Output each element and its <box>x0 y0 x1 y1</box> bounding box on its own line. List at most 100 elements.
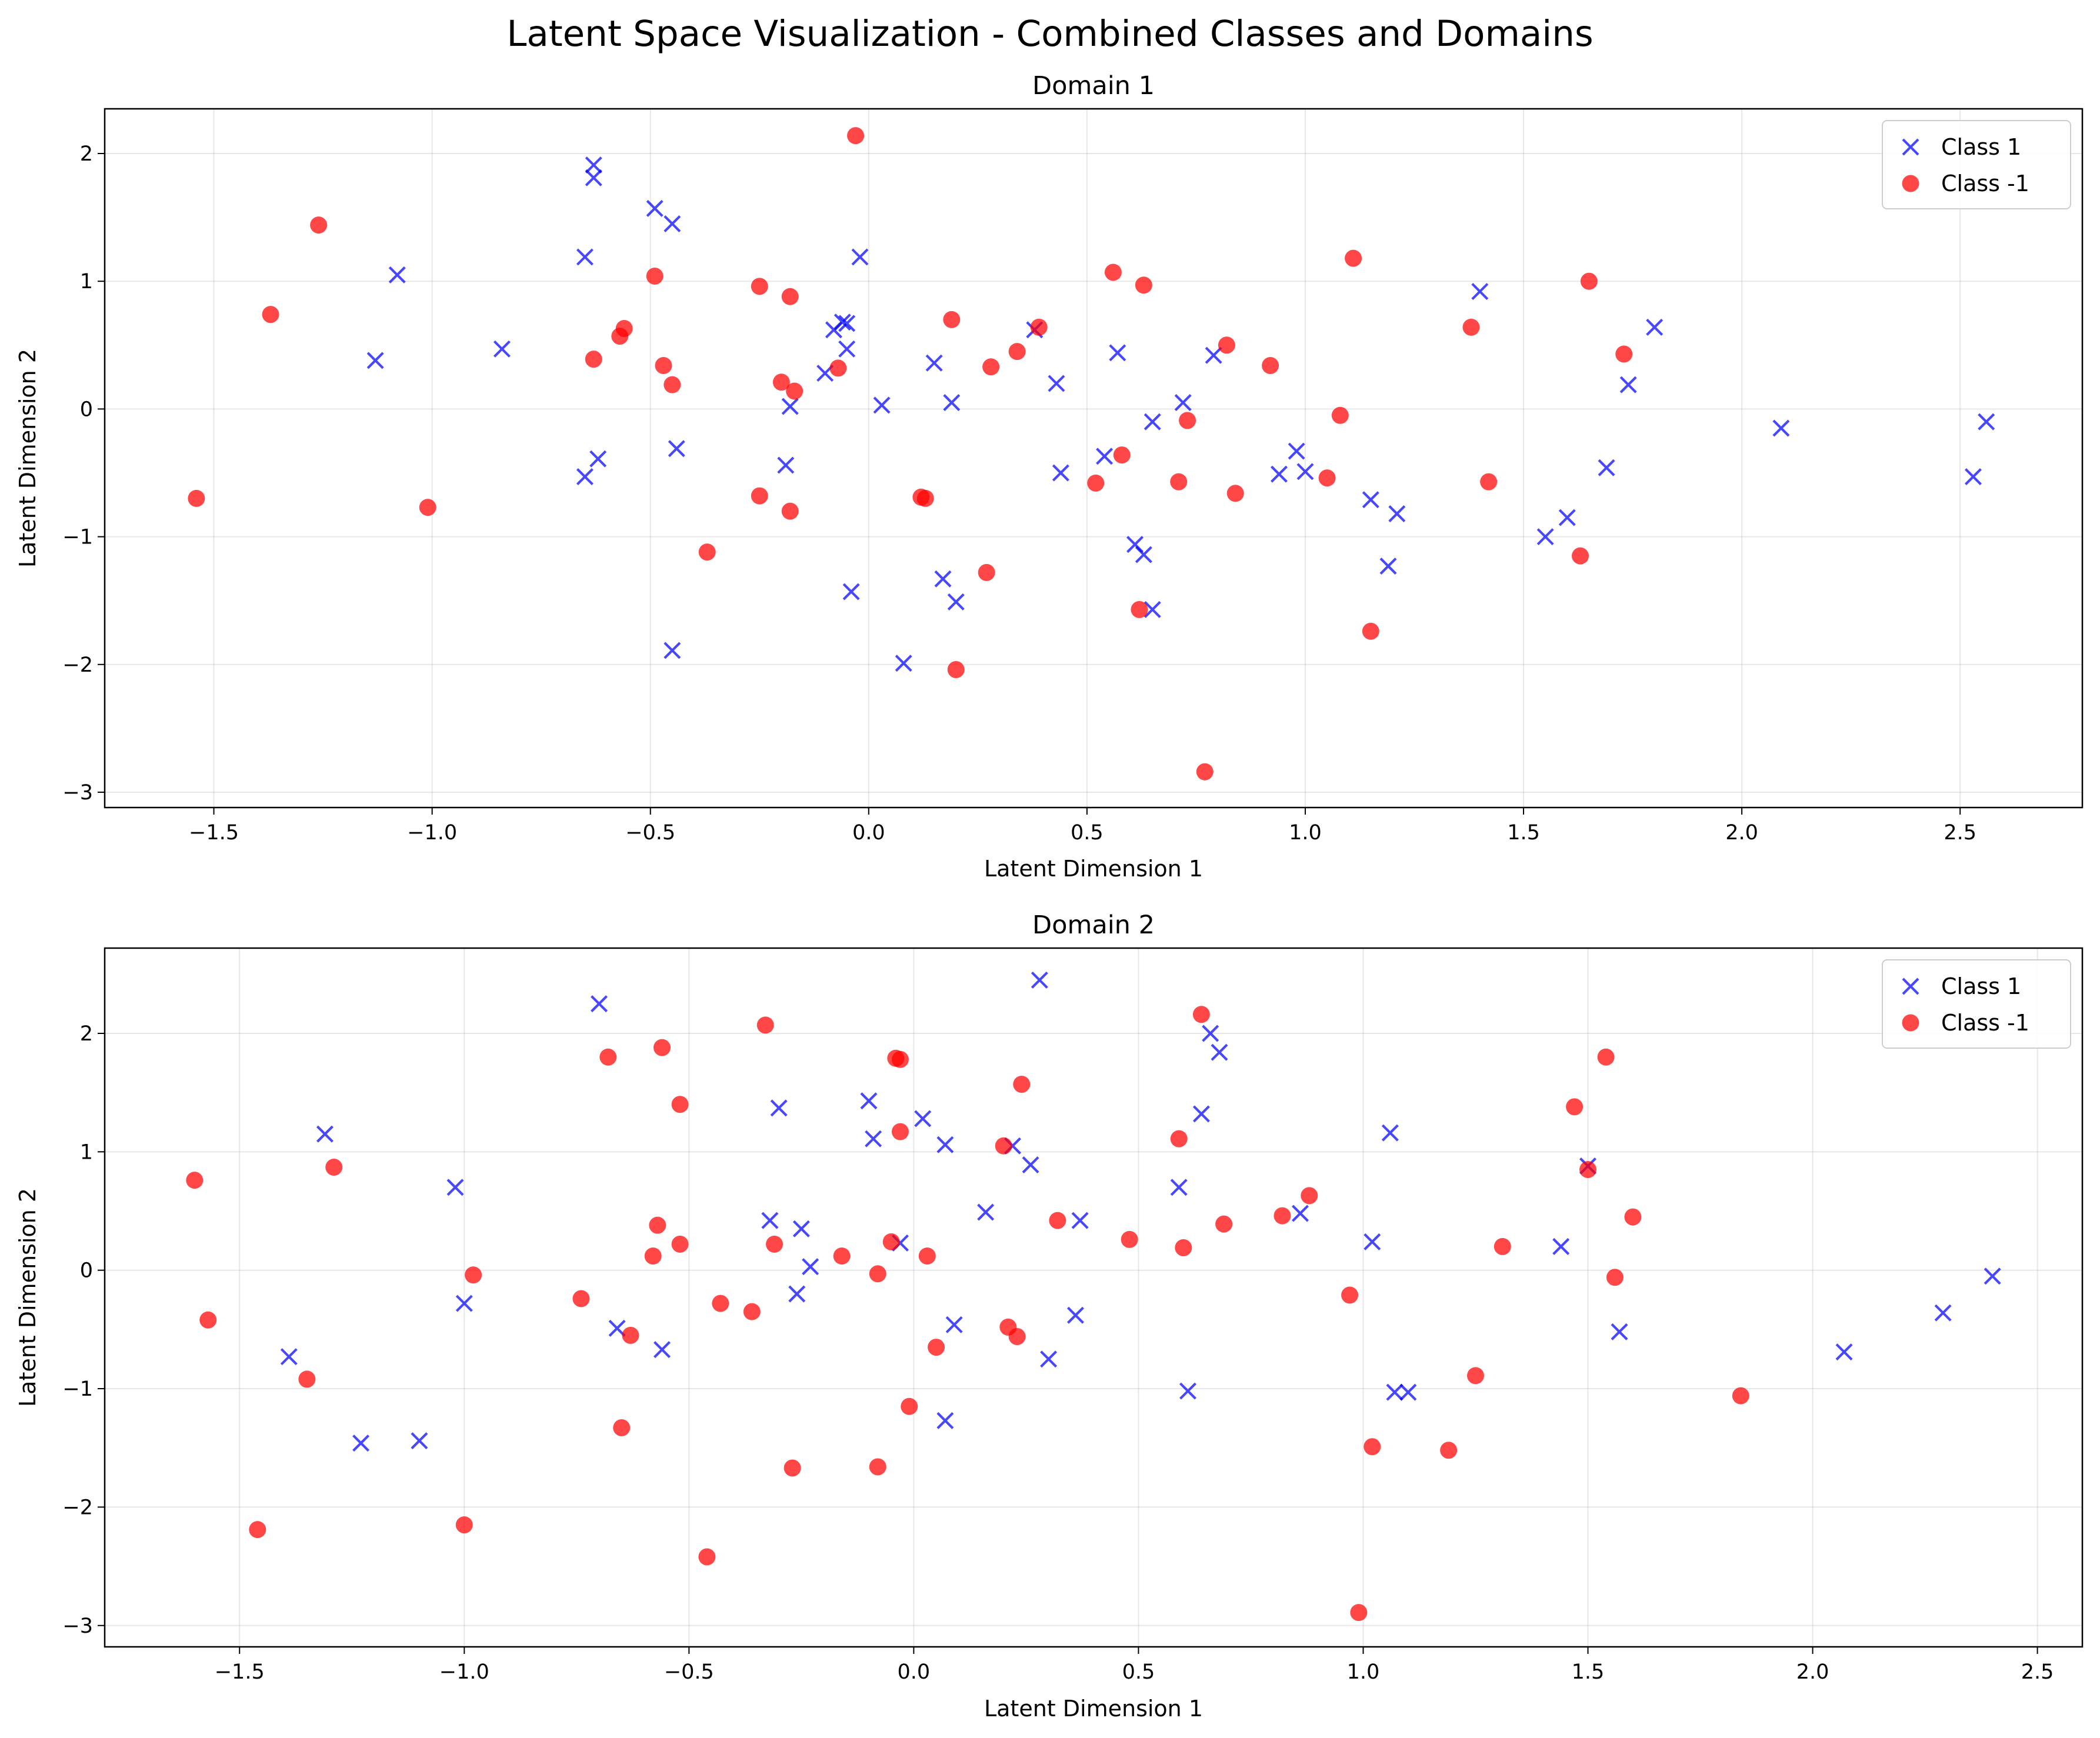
legend-box <box>1882 120 2071 209</box>
x-tick-label: 2.5 <box>1944 821 1976 845</box>
x-tick-label: 0.5 <box>1071 821 1104 845</box>
y-tick-label: −2 <box>62 1496 93 1519</box>
legend-label: Class 1 <box>1941 134 2021 160</box>
x-tick-label: 2.0 <box>1796 1660 1829 1684</box>
class-1-point <box>1022 1156 1039 1173</box>
x-tick-label: −0.5 <box>625 821 675 845</box>
plot-frame <box>104 108 2084 809</box>
class-neg1-point <box>599 1048 617 1066</box>
class-neg1-point <box>1466 1367 1484 1385</box>
class-neg1-point <box>653 1039 671 1056</box>
x-tick-label: 1.0 <box>1347 1660 1380 1684</box>
class-1-point <box>1135 546 1152 563</box>
class-1-point <box>842 583 860 601</box>
class-1-point <box>1288 442 1305 460</box>
class-neg1-point <box>786 382 804 400</box>
class-1-point <box>1964 468 1982 485</box>
class-1-point <box>1048 375 1065 392</box>
class-neg1-point <box>671 1235 689 1253</box>
legend-marker-class-1 <box>1902 978 1919 995</box>
class-1-point <box>1040 1350 1058 1368</box>
x-tick-label: 1.0 <box>1289 821 1322 845</box>
class-neg1-point <box>1364 1438 1381 1456</box>
class-1-point <box>455 1295 473 1312</box>
class-neg1-point <box>1135 276 1152 294</box>
legend-label: Class 1 <box>1941 973 2021 999</box>
class-neg1-point <box>1196 763 1214 780</box>
class-1-point <box>1471 283 1489 301</box>
class-1-point <box>668 440 685 458</box>
legend-marker-class-neg1 <box>1902 175 1919 192</box>
class-1-point <box>1381 1124 1399 1142</box>
x-tick-label: 0.0 <box>852 821 885 845</box>
class-neg1-point <box>649 1216 666 1234</box>
y-tick-label: −3 <box>62 1614 93 1638</box>
class-1-point <box>895 655 912 672</box>
data-points <box>186 971 2001 1622</box>
class-neg1-point <box>1179 412 1196 429</box>
y-axis-label: Latent Dimension 2 <box>15 349 41 568</box>
legend: Class 1 Class -1 <box>1882 120 2071 209</box>
x-axis-label: Latent Dimension 1 <box>984 1696 1203 1722</box>
class-neg1-point <box>978 563 995 581</box>
class-1-point <box>576 468 594 485</box>
class-1-point <box>977 1203 995 1221</box>
class-neg1-point <box>671 1096 689 1113</box>
class-neg1-point <box>712 1295 729 1312</box>
legend-box <box>1882 959 2071 1049</box>
class-1-point <box>1202 1025 1219 1042</box>
class-neg1-point <box>781 502 799 520</box>
class-neg1-point <box>1606 1269 1624 1286</box>
class-neg1-point <box>262 306 279 323</box>
x-tick-label: 2.0 <box>1725 821 1758 845</box>
class-neg1-point <box>882 1233 900 1250</box>
class-neg1-point <box>1597 1048 1615 1066</box>
class-1-point <box>802 1258 819 1276</box>
class-neg1-point <box>186 1172 204 1189</box>
class-1-point <box>446 1179 464 1196</box>
class-1-point <box>1934 1304 1952 1322</box>
class-neg1-point <box>1113 446 1131 464</box>
class-neg1-point <box>1566 1098 1584 1116</box>
class-1-point <box>411 1432 428 1450</box>
x-tick-label: 1.5 <box>1572 1660 1605 1684</box>
class-1-point <box>943 394 961 412</box>
class-neg1-point <box>947 660 965 678</box>
class-1-point <box>1170 1179 1188 1196</box>
legend-label: Class -1 <box>1941 1010 2029 1036</box>
x-tick-label: 1.5 <box>1507 821 1540 845</box>
class-1-point <box>646 199 664 217</box>
class-1-point <box>1144 413 1161 431</box>
y-tick-label: 1 <box>80 1140 93 1164</box>
class-1-point <box>1205 346 1222 364</box>
class-1-point <box>1071 1212 1089 1229</box>
class-neg1-point <box>1170 473 1188 491</box>
class-1-point <box>792 1220 810 1237</box>
class-1-point <box>1296 463 1314 481</box>
class-neg1-point <box>1580 272 1598 290</box>
class-1-point <box>1611 1323 1628 1340</box>
class-1-point <box>1144 601 1161 618</box>
class-neg1-point <box>1030 318 1048 336</box>
domain-2-panel: Domain 2 −1.5 −1.0 −0.5 0.0 0.5 1.0 1.5 2.0 2.5 −3… <box>15 910 2084 1722</box>
class-1-point <box>838 340 856 358</box>
x-tick-label: 0.5 <box>1122 1660 1155 1684</box>
class-1-point <box>653 1341 671 1359</box>
x-tick-label: −1.5 <box>189 821 239 845</box>
class-neg1-point <box>756 1016 774 1034</box>
class-neg1-point <box>298 1370 316 1388</box>
x-tick-label: 0.0 <box>898 1660 931 1684</box>
class-neg1-point <box>765 1235 783 1253</box>
class-1-point <box>1066 1306 1084 1324</box>
class-neg1-point <box>1226 485 1244 502</box>
y-tick-label: 2 <box>80 1022 93 1046</box>
class-1-point <box>1388 505 1406 522</box>
class-1-point <box>280 1348 298 1366</box>
class-1-point <box>589 450 607 468</box>
y-axis-label: Latent Dimension 2 <box>15 1188 41 1407</box>
class-1-point <box>838 315 856 332</box>
class-neg1-point <box>655 357 672 375</box>
class-neg1-point <box>916 489 934 507</box>
class-1-point <box>664 215 681 232</box>
x-tick-label: −0.5 <box>664 1660 714 1684</box>
